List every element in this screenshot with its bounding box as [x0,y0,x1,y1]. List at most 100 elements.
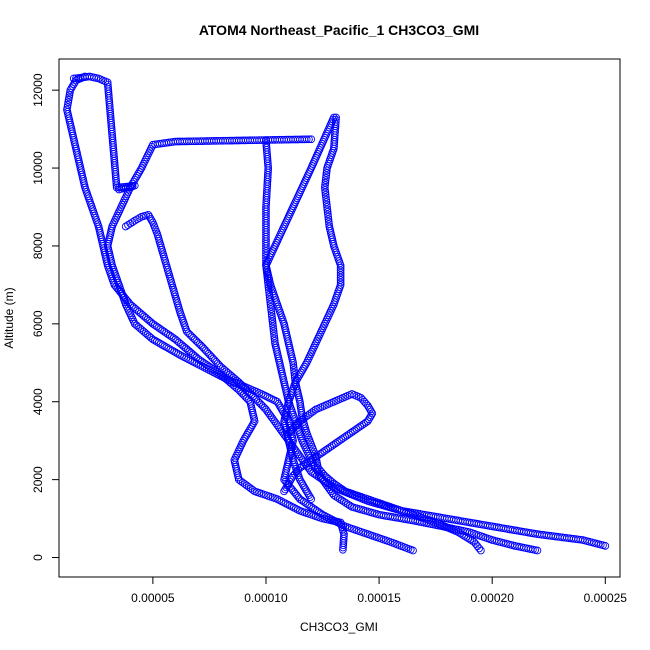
data-point [190,358,199,367]
data-point [318,510,327,519]
data-point [321,181,329,189]
data-point [166,345,175,354]
y-tick-label: 0 [31,554,45,561]
data-point [204,366,213,374]
data-point [352,425,361,433]
data-point [348,427,357,436]
data-point [296,452,304,461]
data-point [269,324,278,333]
data-point [167,332,176,341]
data-point [460,532,469,540]
data-point [311,453,319,462]
data-point [156,325,165,333]
x-axis: 0.00005 0.00010 0.00015 0.00020 0.00025 [131,576,627,605]
data-point [360,419,368,428]
data-point [322,195,331,204]
data-point [301,360,310,369]
data-point [326,515,335,523]
data-point [322,200,331,209]
data-point [470,538,478,546]
data-point [291,504,300,513]
data-point [297,477,305,486]
data-point [269,415,277,424]
data-point [211,369,219,377]
data-point [301,460,310,468]
data-point [341,522,350,531]
data-point [301,499,310,507]
data-point [290,469,299,478]
data-point [323,203,331,211]
data-point [200,363,209,372]
data-point [331,118,340,126]
data-point [264,409,273,418]
chart-title: ATOM4 Northeast_Pacific_1 CH3CO3_GMI [199,22,479,38]
data-point [277,497,286,506]
data-point [290,366,298,374]
data-point [328,489,337,498]
data-point [270,337,279,345]
data-point [133,171,141,180]
data-point [242,430,251,439]
data-point [280,487,288,496]
data-point [298,479,307,488]
data-point [366,405,374,414]
data-point [309,407,318,415]
data-point [245,427,253,435]
data-point [299,497,308,506]
data-point [475,544,484,553]
data-point [368,409,377,418]
data-point [262,141,271,150]
y-tick-label: 12000 [31,73,45,107]
data-point [269,322,277,331]
data-point [456,529,465,538]
data-point [329,440,338,449]
y-tick-label: 6000 [31,310,45,337]
data-point [287,502,296,511]
data-point [335,519,343,528]
data-point [307,456,316,465]
data-point [269,327,278,335]
data-point [162,329,170,337]
data-point [176,351,184,359]
data-point [184,329,193,338]
data-point [367,411,376,420]
data-point [213,370,221,378]
data-point [367,407,376,416]
data-point [124,221,132,229]
data-point [282,483,291,492]
data-point [275,496,284,505]
data-point [314,508,323,516]
y-axis-label: Altitude (m) [2,287,16,348]
data-point [316,449,325,458]
data-point [318,475,327,484]
data-point [348,503,356,511]
data-point [168,346,177,355]
data-point [270,332,279,340]
data-point [172,348,180,357]
data-point [289,503,298,512]
data-point [68,82,77,91]
data-point [180,353,188,361]
data-point [306,493,314,502]
x-tick-label: 0.00015 [357,591,401,605]
x-axis-label: CH3CO3_GMI [300,620,378,634]
data-point [297,454,306,463]
data-point [342,499,350,507]
data-point [345,430,353,439]
data-point [324,212,333,221]
data-point [329,491,338,500]
data-point [262,249,270,258]
data-point [309,455,317,463]
data-point [285,501,294,510]
data-point [244,429,252,437]
data-point [300,483,309,492]
data-point [321,186,329,194]
data-point [171,335,180,344]
data-point [298,366,307,375]
data-point [209,368,217,376]
data-point [275,401,284,410]
data-point [336,495,344,503]
data-point [323,208,332,216]
data-point [268,317,277,326]
data-point [207,367,215,375]
